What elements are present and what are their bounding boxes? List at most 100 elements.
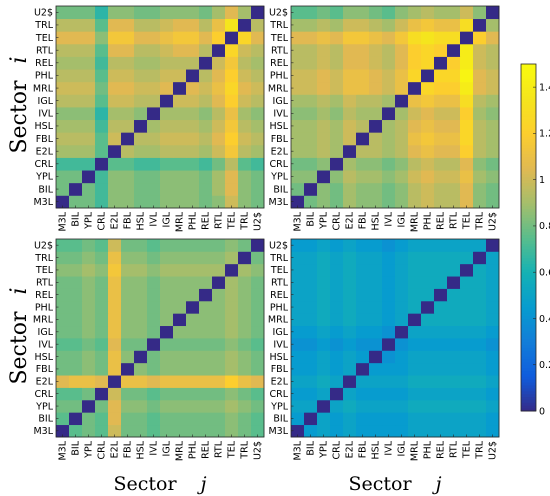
colorbar-segment — [521, 75, 536, 79]
colorbar-segment — [521, 98, 536, 103]
heatmap-cell — [212, 182, 226, 196]
heatmap-cell — [199, 119, 213, 133]
y-tick-label: YPL — [270, 401, 289, 412]
x-tick-label: TEL — [462, 440, 473, 459]
heatmap-cell — [160, 195, 174, 209]
heatmap-cell — [121, 424, 135, 438]
y-tick-label: TRL — [34, 20, 53, 31]
heatmap-cell — [382, 18, 396, 32]
heatmap-cell — [395, 132, 409, 146]
colorbar-segment — [521, 246, 536, 250]
heatmap-cell — [108, 43, 122, 57]
heatmap-cell — [408, 424, 422, 438]
heatmap-cell — [291, 387, 305, 401]
heatmap-cell — [238, 119, 252, 133]
colorbar-segment — [521, 107, 536, 111]
heatmap-cell — [460, 313, 474, 327]
heatmap-cell — [369, 338, 383, 351]
heatmap-cell — [82, 182, 96, 196]
heatmap-cell — [147, 412, 161, 426]
heatmap-cell — [486, 263, 500, 277]
heatmap-cell — [95, 263, 109, 277]
colorbar-segment — [521, 208, 536, 212]
heatmap-cell — [486, 182, 500, 196]
heatmap-cell — [291, 338, 305, 351]
heatmap-cell — [212, 313, 226, 327]
heatmap-cell — [434, 195, 448, 209]
heatmap-cell — [69, 119, 83, 133]
colorbar-segment — [521, 228, 536, 233]
heatmap-cell — [317, 56, 331, 70]
heatmap-cell — [238, 157, 252, 171]
heatmap-cell — [251, 182, 265, 196]
heatmap-cell — [486, 350, 500, 364]
heatmap-cell — [356, 81, 370, 95]
heatmap-cell — [225, 94, 239, 108]
heatmap-cell — [121, 157, 135, 171]
heatmap-cell — [95, 144, 109, 158]
heatmap-cell — [251, 325, 265, 339]
heatmap-cell — [56, 132, 70, 146]
heatmap-cell — [421, 43, 435, 57]
heatmap-cell — [108, 239, 122, 252]
heatmap-cell — [395, 43, 409, 57]
heatmap-cell — [251, 119, 265, 133]
heatmap-cell — [369, 170, 383, 184]
heatmap-cell — [173, 375, 187, 388]
heatmap-cell — [147, 182, 161, 196]
heatmap-cell — [486, 251, 500, 265]
heatmap-cell — [317, 157, 331, 171]
heatmap-cell — [486, 375, 500, 388]
heatmap-cell — [108, 251, 122, 265]
colorbar-segment — [521, 399, 536, 403]
heatmap-cell — [473, 43, 487, 57]
heatmap-cell — [147, 119, 161, 133]
x-tick-label: CRL — [97, 440, 108, 459]
y-tick-label: YPL — [35, 172, 54, 183]
heatmap-cell — [160, 81, 174, 95]
heatmap-cell — [356, 6, 370, 20]
colorbar-segment — [521, 197, 536, 201]
colorbar-segment — [521, 118, 536, 123]
heatmap-cell — [95, 424, 109, 438]
heatmap-cell — [56, 144, 70, 158]
heatmap-cell — [173, 263, 187, 277]
heatmap-cell — [95, 81, 109, 95]
heatmap-cell — [291, 325, 305, 339]
colorbar-frame — [520, 63, 537, 412]
colorbar-segment — [521, 338, 536, 343]
heatmap-cell — [160, 251, 174, 265]
y-tick-label: BIL — [38, 184, 53, 195]
colorbar-segment — [521, 185, 536, 189]
heatmap-cell — [238, 69, 252, 83]
heatmap-cell — [369, 94, 383, 108]
heatmap-cell — [212, 43, 226, 57]
heatmap-cell — [160, 387, 174, 401]
colorbar-segment — [521, 384, 536, 389]
colorbar-segment — [521, 269, 536, 273]
heatmap-cell — [421, 276, 435, 289]
heatmap-cell — [382, 239, 396, 252]
colorbar-segment — [521, 402, 536, 406]
y-tick-label: TEL — [270, 265, 289, 276]
heatmap-cell — [317, 81, 331, 95]
heatmap-cell — [212, 6, 226, 20]
y-tick-label: M3L — [33, 197, 53, 208]
heatmap-cell — [486, 69, 500, 83]
heatmap-cell — [460, 43, 474, 57]
heatmap-cell — [199, 288, 213, 302]
heatmap-cell — [369, 6, 383, 20]
heatmap-cell — [382, 31, 396, 45]
heatmap-cell — [434, 81, 448, 95]
heatmap-cell — [421, 144, 435, 158]
x-axis-word-right: Sector — [348, 473, 412, 495]
y-tick-label: HSL — [35, 121, 54, 132]
heatmap-cell — [473, 263, 487, 277]
heatmap-cell — [95, 170, 109, 184]
heatmap-cell — [173, 18, 187, 32]
heatmap-cell — [460, 399, 474, 413]
colorbar-segment — [521, 408, 536, 412]
heatmap-cell — [186, 387, 200, 401]
heatmap-cell — [225, 81, 239, 95]
heatmap-cell — [473, 338, 487, 351]
